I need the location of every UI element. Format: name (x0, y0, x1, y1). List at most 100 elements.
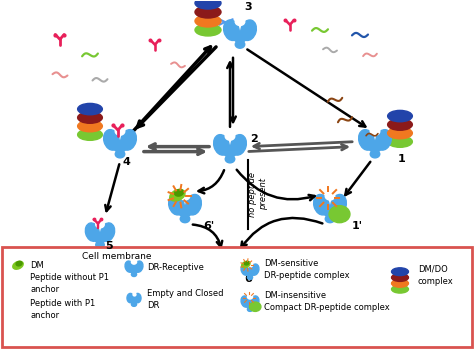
Ellipse shape (180, 192, 190, 200)
Ellipse shape (231, 135, 246, 155)
Ellipse shape (135, 261, 143, 272)
Ellipse shape (214, 135, 229, 155)
Text: DM-sensitive
DR-peptide complex: DM-sensitive DR-peptide complex (264, 259, 350, 280)
Ellipse shape (195, 15, 221, 27)
Ellipse shape (78, 103, 102, 115)
Ellipse shape (195, 24, 221, 36)
Ellipse shape (235, 40, 245, 48)
Ellipse shape (249, 302, 261, 311)
Ellipse shape (392, 274, 409, 281)
Ellipse shape (78, 129, 102, 140)
Ellipse shape (96, 221, 104, 228)
Ellipse shape (325, 192, 335, 200)
Text: Empty and Closed
DR: Empty and Closed DR (147, 289, 224, 310)
Ellipse shape (244, 261, 249, 265)
Text: DM: DM (30, 261, 44, 270)
Ellipse shape (225, 133, 235, 140)
Ellipse shape (226, 268, 235, 275)
Ellipse shape (169, 194, 184, 215)
Text: 1': 1' (352, 221, 363, 231)
Ellipse shape (96, 242, 104, 248)
Ellipse shape (178, 206, 191, 217)
Ellipse shape (392, 285, 409, 293)
Ellipse shape (359, 129, 374, 150)
Ellipse shape (195, 0, 221, 9)
Ellipse shape (247, 295, 253, 299)
Ellipse shape (131, 260, 137, 264)
Ellipse shape (16, 261, 22, 266)
Ellipse shape (250, 296, 259, 307)
Ellipse shape (370, 128, 380, 135)
Ellipse shape (247, 275, 253, 280)
Ellipse shape (195, 6, 221, 18)
Ellipse shape (247, 307, 253, 311)
Ellipse shape (218, 253, 229, 269)
Text: 6: 6 (244, 274, 252, 284)
Text: Peptide without P1
anchor: Peptide without P1 anchor (30, 273, 109, 294)
Ellipse shape (94, 233, 106, 243)
Ellipse shape (127, 294, 134, 303)
Ellipse shape (85, 223, 100, 241)
Ellipse shape (388, 127, 412, 139)
Text: 4: 4 (123, 157, 131, 166)
Text: Cell membrane: Cell membrane (82, 252, 152, 261)
Ellipse shape (325, 215, 335, 223)
Ellipse shape (392, 268, 409, 276)
Ellipse shape (125, 261, 134, 272)
Ellipse shape (225, 155, 235, 163)
Ellipse shape (170, 190, 185, 201)
Text: DM/DO
complex: DM/DO complex (418, 265, 454, 285)
Ellipse shape (100, 223, 115, 241)
Ellipse shape (131, 297, 137, 302)
Ellipse shape (388, 119, 412, 130)
Text: Peptide with P1
anchor: Peptide with P1 anchor (30, 299, 95, 320)
Text: DM-insensitive
Compact DR-peptide complex: DM-insensitive Compact DR-peptide comple… (264, 291, 390, 312)
Text: no peptide
present: no peptide present (248, 172, 268, 217)
Ellipse shape (230, 253, 242, 269)
Ellipse shape (241, 20, 256, 40)
Ellipse shape (368, 141, 382, 152)
Ellipse shape (224, 20, 239, 40)
Ellipse shape (115, 128, 125, 135)
Ellipse shape (113, 141, 127, 152)
Ellipse shape (250, 264, 259, 275)
Text: 2: 2 (250, 134, 258, 144)
Ellipse shape (241, 264, 250, 275)
Ellipse shape (242, 261, 250, 268)
Text: 3: 3 (244, 2, 252, 12)
Ellipse shape (246, 270, 254, 276)
Ellipse shape (186, 194, 201, 215)
Ellipse shape (247, 263, 253, 267)
Ellipse shape (115, 150, 125, 158)
Ellipse shape (180, 215, 190, 223)
Ellipse shape (376, 129, 392, 150)
Ellipse shape (78, 112, 102, 123)
FancyBboxPatch shape (2, 247, 472, 347)
Ellipse shape (233, 31, 246, 43)
Text: 6': 6' (203, 221, 214, 231)
Ellipse shape (323, 206, 337, 217)
Ellipse shape (174, 190, 183, 196)
Ellipse shape (241, 296, 250, 307)
Ellipse shape (331, 194, 346, 215)
Text: DR-Receptive: DR-Receptive (147, 263, 204, 272)
Ellipse shape (130, 267, 137, 273)
Ellipse shape (329, 206, 350, 223)
Ellipse shape (388, 110, 412, 122)
Ellipse shape (131, 302, 137, 306)
Ellipse shape (388, 136, 412, 147)
Ellipse shape (370, 150, 380, 158)
Ellipse shape (121, 129, 137, 150)
Text: 5: 5 (105, 241, 113, 251)
Ellipse shape (13, 261, 23, 269)
Ellipse shape (226, 258, 235, 267)
Ellipse shape (134, 294, 141, 303)
Ellipse shape (78, 120, 102, 132)
Ellipse shape (223, 146, 237, 157)
Ellipse shape (235, 18, 245, 25)
Ellipse shape (392, 280, 409, 287)
Ellipse shape (131, 272, 137, 276)
Text: 1: 1 (398, 154, 406, 164)
Ellipse shape (104, 129, 119, 150)
Ellipse shape (246, 302, 254, 308)
